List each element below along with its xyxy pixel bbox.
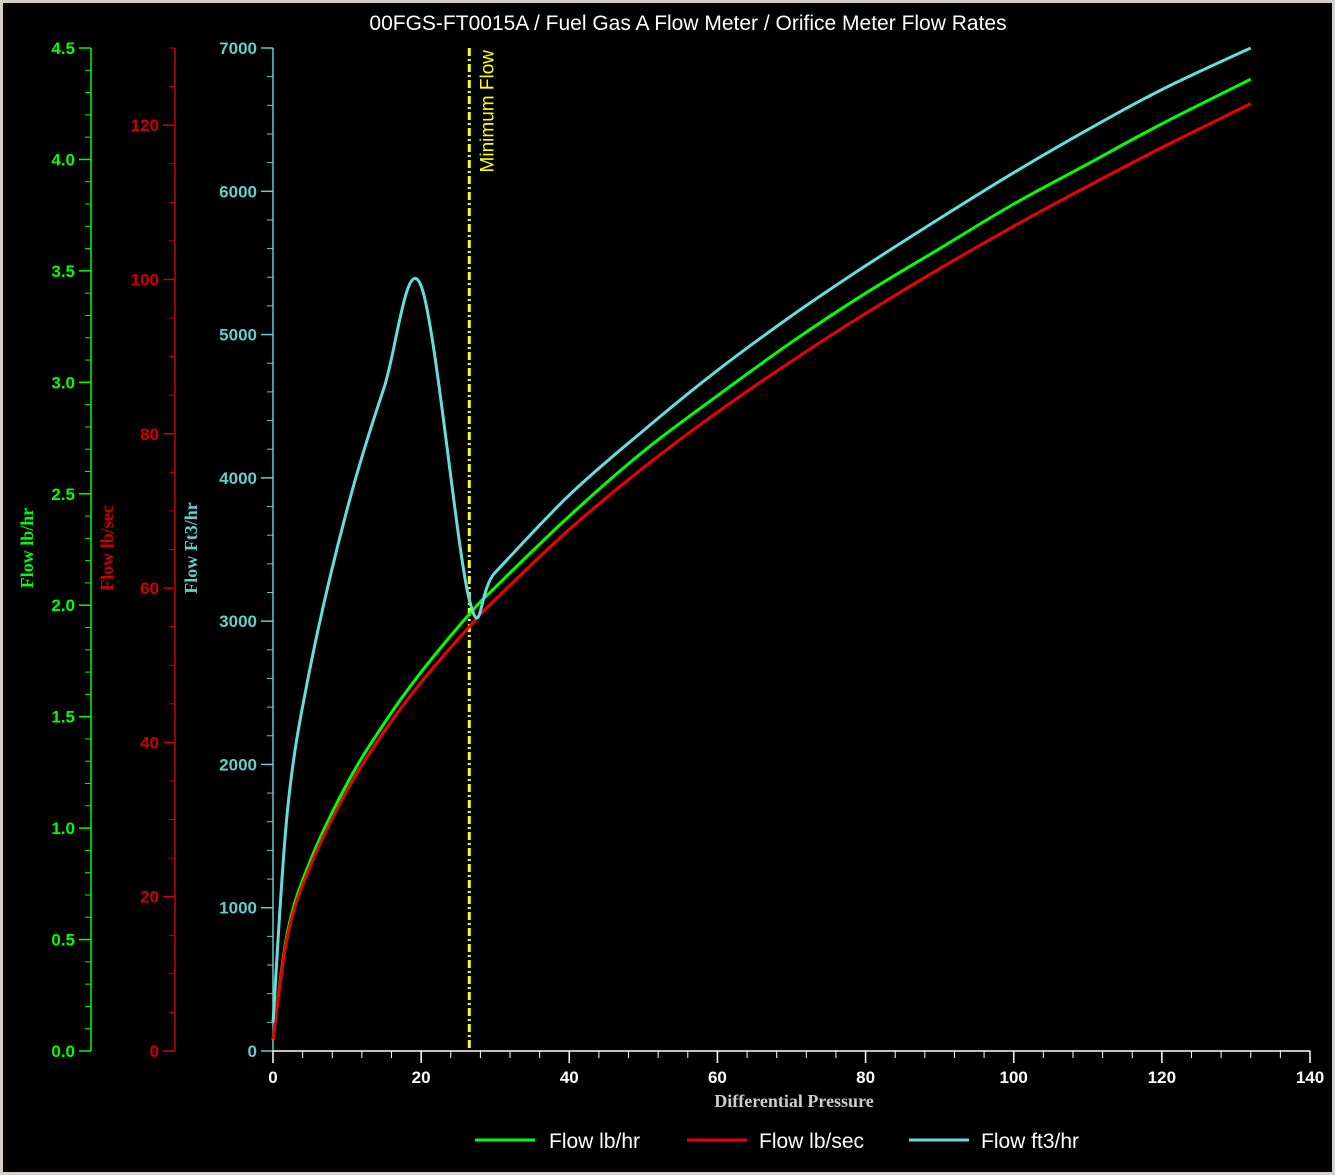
x-tick-label: 40 — [560, 1068, 579, 1087]
y-tick-label: 3000 — [219, 612, 257, 631]
y-tick-label: 4000 — [219, 469, 257, 488]
legend-label: Flow lb/sec — [759, 1130, 864, 1153]
x-axis-label: Differential Pressure — [714, 1091, 873, 1111]
legend-label: Flow lb/hr — [549, 1130, 640, 1153]
y-tick-label: 6000 — [219, 182, 257, 201]
x-tick-label: 80 — [856, 1068, 875, 1087]
y-axis-1: 0 20 40 60 80 100 120 Flow lb/sec — [97, 47, 176, 1061]
x-tick-label: 100 — [1000, 1068, 1028, 1087]
minimum-flow-label: Minimum Flow — [477, 50, 498, 173]
y-tick-label: 0.5 — [51, 931, 75, 950]
x-tick-label: 120 — [1148, 1068, 1176, 1087]
y-tick-label: 0.0 — [51, 1042, 75, 1061]
y-tick-label: 0 — [248, 1042, 257, 1061]
y-tick-label: 3.0 — [51, 373, 75, 392]
y-tick-label: 1.5 — [51, 708, 75, 727]
y-axis-0: 0.0 0.5 1.0 1.5 2.0 2.5 3.0 3.5 4.0 4.5 Flow lb/hr — [17, 39, 92, 1061]
y-tick-label: 3.5 — [51, 262, 75, 281]
y-axis-2: 0 1000 2000 3000 4000 5000 6000 7000 Flow Ft3/hr — [181, 39, 274, 1061]
y-tick-label: 2.5 — [51, 485, 75, 504]
y-tick-label: 2000 — [219, 755, 257, 774]
y-axis-label: Flow lb/hr — [17, 508, 37, 589]
x-tick-label: 140 — [1296, 1068, 1324, 1087]
y-tick-label: 4.0 — [51, 150, 75, 169]
y-axis-label: Flow lb/sec — [97, 505, 117, 591]
flow-rate-chart: 00FGS-FT0015A / Fuel Gas A Flow Meter / … — [17, 12, 1324, 1153]
x-axis: 0 20 40 60 80 100 120 140 — [268, 1050, 1324, 1087]
y-tick-label: 20 — [140, 888, 159, 907]
y-tick-label: 120 — [131, 116, 159, 135]
y-tick-label: 5000 — [219, 326, 257, 345]
legend-label: Flow ft3/hr — [981, 1130, 1079, 1153]
minimum-flow-line: Minimum Flow — [467, 48, 498, 1051]
legend: Flow lb/hr Flow lb/sec Flow ft3/hr — [475, 1130, 1079, 1153]
y-axis-label: Flow Ft3/hr — [181, 502, 201, 594]
x-tick-label: 20 — [412, 1068, 431, 1087]
y-tick-label: 1000 — [219, 899, 257, 918]
series-line-1 — [271, 102, 1252, 1040]
y-tick-label: 80 — [140, 425, 159, 444]
y-tick-label: 4.5 — [51, 39, 75, 58]
y-tick-label: 2.0 — [51, 596, 75, 615]
x-tick-label: 0 — [268, 1068, 277, 1087]
y-tick-label: 1.0 — [51, 819, 75, 838]
series-line-0 — [271, 77, 1252, 1041]
y-tick-label: 7000 — [219, 39, 257, 58]
y-tick-label: 0 — [150, 1042, 159, 1061]
chart-title: 00FGS-FT0015A / Fuel Gas A Flow Meter / … — [369, 12, 1006, 35]
y-tick-label: 60 — [140, 579, 159, 598]
y-tick-label: 40 — [140, 733, 159, 752]
x-tick-label: 60 — [708, 1068, 727, 1087]
y-tick-label: 100 — [131, 270, 159, 289]
series-line-2 — [271, 46, 1252, 1023]
